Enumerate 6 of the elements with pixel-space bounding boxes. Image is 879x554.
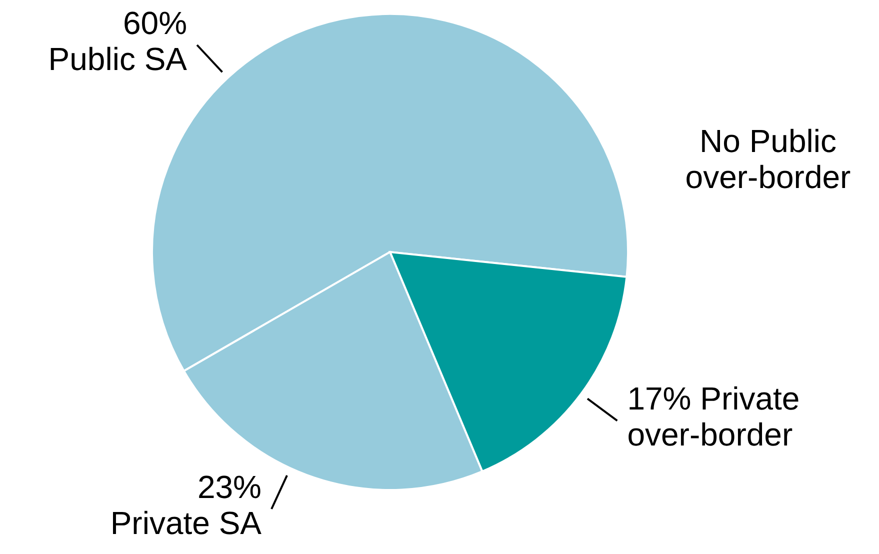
slice-label: Public SA (48, 41, 188, 77)
slice-label: 17% Private over-border (627, 380, 800, 453)
text: No Public over-border (685, 123, 852, 195)
slice-label: Private SA (110, 505, 262, 541)
data-label: 60% (122, 5, 188, 41)
data-label: 23% (197, 469, 262, 505)
